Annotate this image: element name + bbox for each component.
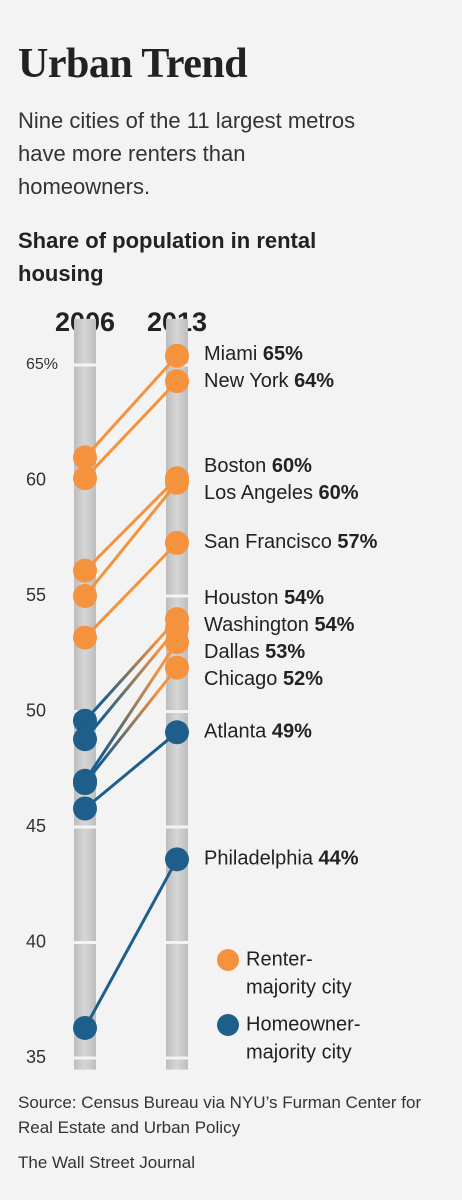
city-label: Chicago 52% [204,668,323,690]
dot [73,708,97,733]
dot [165,655,189,680]
city-name: Los Angeles [204,482,313,504]
city-label: Houston 54% [204,587,324,609]
dot [165,343,189,368]
title: Urban Trend [18,41,248,87]
chart-title: Share of population in rental housing [18,228,317,286]
dot [73,796,97,821]
dot [73,1015,97,1040]
axis-bar [74,318,96,1070]
legend-label: Homeowner- [246,1013,360,1035]
y-tick-label: 35 [26,1047,46,1067]
legend-label: majority city [246,1041,352,1063]
dot [165,630,189,655]
city-label: Washington 54% [204,614,355,636]
dot [73,727,97,752]
y-tick-label: 45 [26,816,46,836]
city-label: Miami 65% [204,343,303,365]
slope-line [83,541,179,639]
city-name: New York [204,370,289,392]
slope-line [83,641,179,782]
slope-line [83,477,179,572]
city-name: Houston [204,587,279,609]
city-label: New York 64% [204,370,334,392]
dot [165,470,189,495]
city-name: Washington [204,614,309,636]
legend-label: majority city [246,976,352,998]
source: Source: Census Bureau via NYU’s Furman C… [18,1093,422,1137]
value-label: 53% [265,641,305,663]
value-label: 52% [283,668,323,690]
legend-dot [217,1014,239,1036]
value-label: 60% [272,455,312,477]
dot [165,369,189,394]
dot [165,720,189,745]
legend-dot [217,949,239,971]
value-label: 44% [319,848,359,870]
y-tick-label: 50 [26,700,46,720]
city-name: San Francisco [204,531,332,553]
axis-bar [166,318,188,1070]
city-label: San Francisco 57% [204,531,378,553]
city-name: Chicago [204,668,277,690]
chart: 2006201335404550556065%Miami 65%New York… [26,307,378,1070]
slope-line [83,354,179,459]
city-name: Atlanta [204,721,267,743]
value-label: 60% [319,482,359,504]
slope-line [83,380,179,480]
credit: The Wall Street Journal [18,1153,195,1172]
y-tick-label: 55 [26,585,46,605]
value-label: 65% [263,343,303,365]
city-label: Los Angeles 60% [204,482,359,504]
city-label: Atlanta 49% [204,721,312,743]
dot [165,530,189,555]
slope-line [83,481,179,597]
slope-line [83,666,179,785]
dot [165,847,189,872]
value-label: 57% [337,531,377,553]
dot [73,584,97,608]
city-name: Dallas [204,641,260,663]
value-label: 49% [272,721,312,743]
city-name: Boston [204,455,266,477]
city-label: Boston 60% [204,455,312,477]
city-name: Miami [204,343,257,365]
y-tick-label: 60 [26,469,46,489]
legend-label: Renter- [246,948,313,970]
dot [73,625,97,650]
dot [73,445,97,470]
city-label: Dallas 53% [204,641,305,663]
y-tick-label: 40 [26,931,46,951]
slope-line [83,627,179,741]
subtitle: Nine cities of the 11 largest metros hav… [18,108,356,199]
y-tick-label: 65% [26,356,58,373]
slope-line [84,731,178,810]
dot [73,771,97,796]
value-label: 54% [314,614,354,636]
value-label: 54% [284,587,324,609]
dot [73,466,97,491]
slope-line [83,858,179,1029]
slope-line [83,618,179,722]
dot [73,558,97,583]
value-label: 64% [294,370,334,392]
city-label: Philadelphia 44% [204,848,359,870]
city-name: Philadelphia [204,848,314,870]
